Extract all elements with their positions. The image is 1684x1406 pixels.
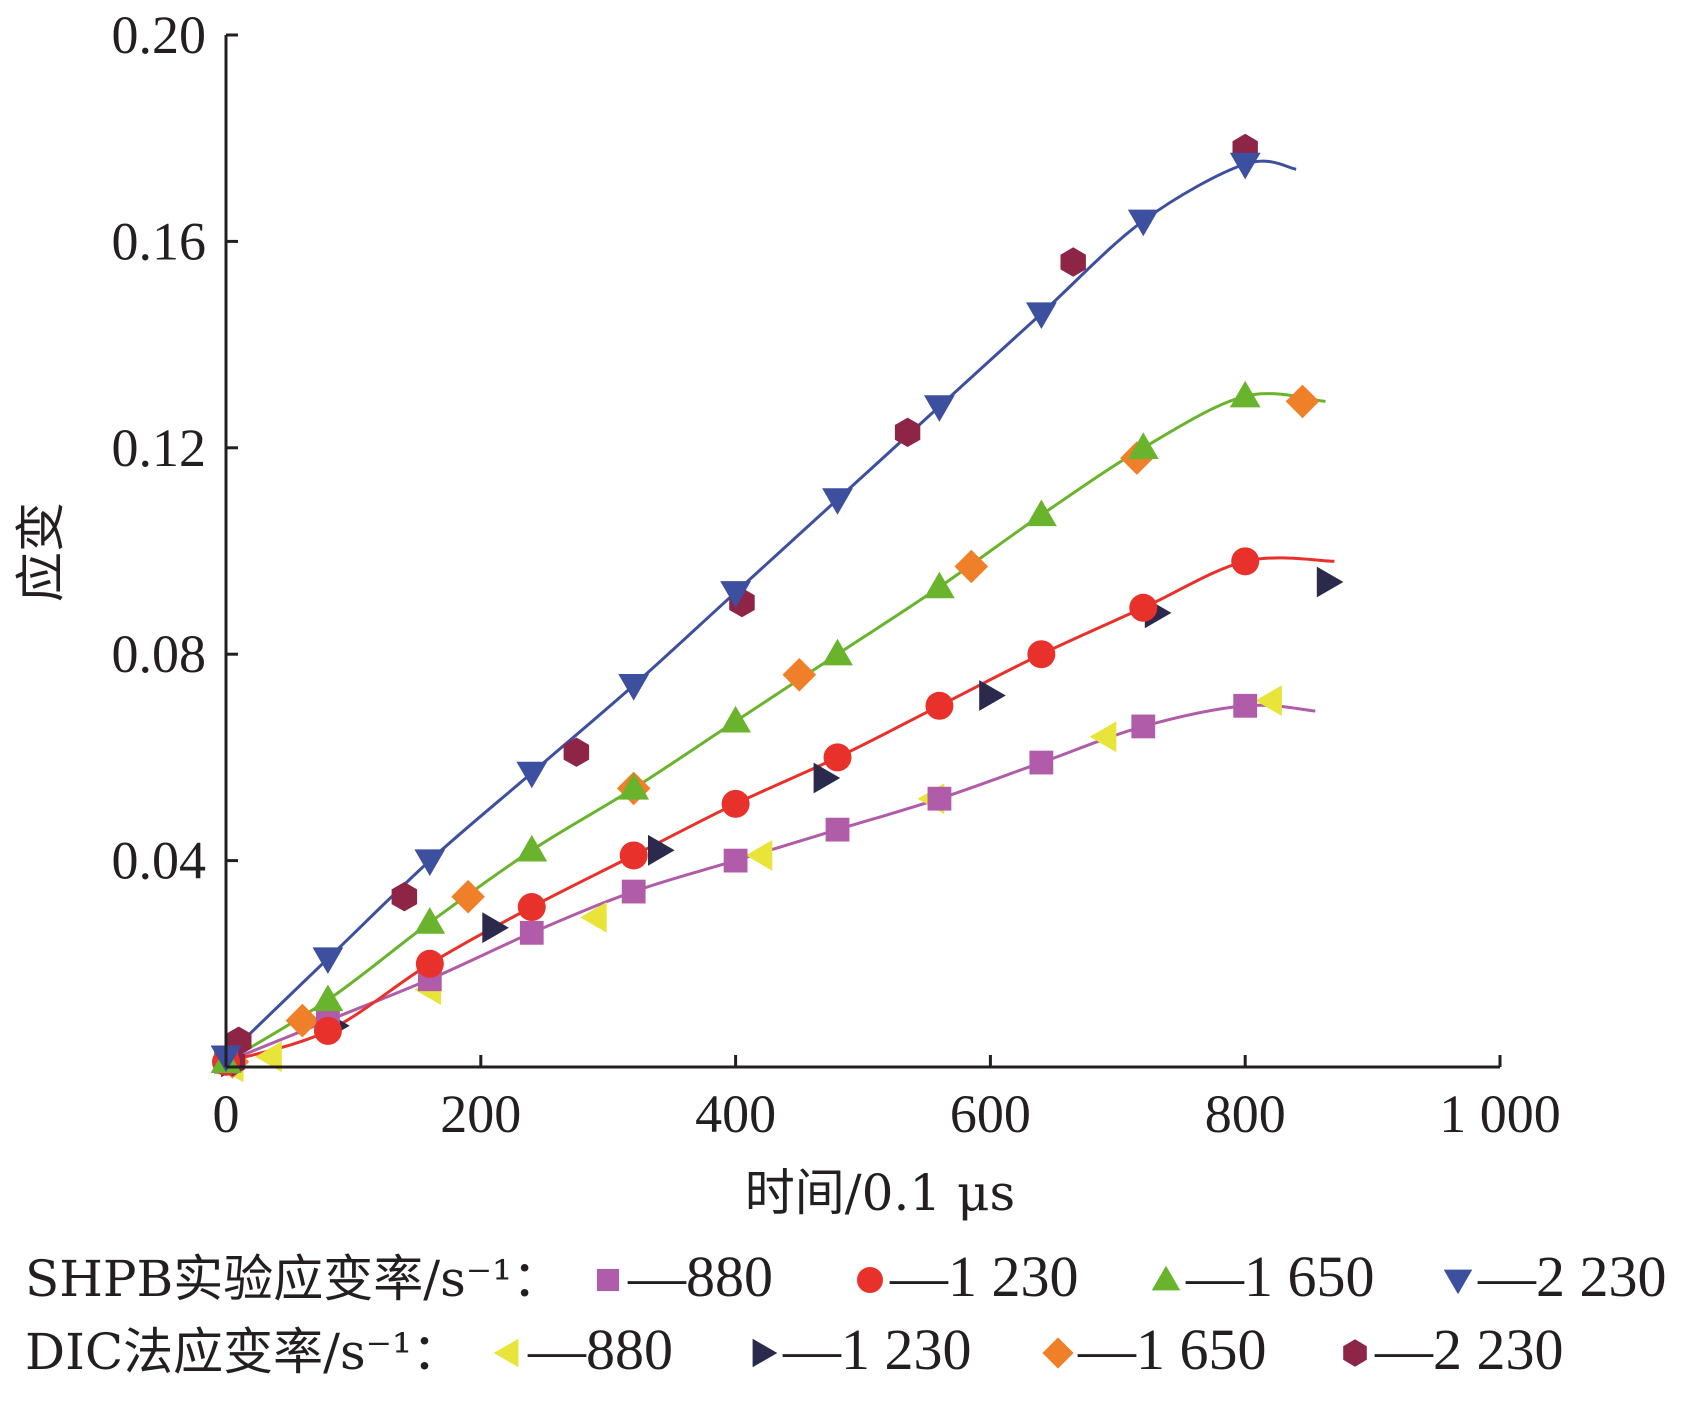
point-shpb_1650 <box>618 773 650 800</box>
curve-shpb_1650 <box>225 392 1326 1064</box>
point-shpb_880 <box>825 817 850 842</box>
legend-marker-dic_880 <box>493 1338 519 1368</box>
y-tick-label: 0.04 <box>112 831 207 891</box>
point-shpb_880 <box>1029 750 1054 775</box>
x-ticks: 0 200 400 600 800 1 000 <box>213 1055 1561 1144</box>
point-dic_1230 <box>482 912 509 944</box>
point-shpb_2230 <box>516 761 548 789</box>
curve-shpb_2230 <box>224 159 1297 1058</box>
x-tick-label: 600 <box>950 1084 1031 1144</box>
point-shpb_2230 <box>822 488 853 515</box>
legend-row-label: SHPB实验应变率/s⁻¹： <box>25 1250 562 1308</box>
legend-entry-label: —880 <box>627 1244 773 1309</box>
point-dic_880 <box>580 902 607 933</box>
point-shpb_1230 <box>1231 547 1260 576</box>
x-tick-label: 0 <box>213 1084 240 1144</box>
x-tick-label: 1 000 <box>1439 1084 1561 1144</box>
point-shpb_880 <box>927 786 952 811</box>
point-dic_2230 <box>894 417 921 447</box>
point-dic_1230 <box>648 834 675 866</box>
point-shpb_1230 <box>925 691 954 720</box>
point-shpb_880 <box>723 848 748 873</box>
point-shpb_1650 <box>924 571 955 599</box>
point-dic_1230 <box>979 680 1006 711</box>
legend: SHPB实验应变率/s⁻¹： —880 —1 230 —1 650 —2 230DIC法… <box>25 1244 1667 1382</box>
axes <box>224 35 1500 1069</box>
point-dic_880 <box>1255 685 1282 716</box>
legend-marker-shpb_880 <box>596 1268 620 1292</box>
y-tick-label: 0.12 <box>112 418 207 478</box>
x-tick-label: 200 <box>440 1084 521 1144</box>
y-axis-title: 应变 <box>12 502 70 602</box>
point-dic_1230 <box>1316 566 1344 598</box>
point-shpb_2230 <box>924 395 955 422</box>
legend-marker-dic_1650 <box>1042 1337 1074 1369</box>
point-dic_1650 <box>954 549 989 584</box>
point-dic_1650 <box>285 1003 320 1038</box>
point-dic_1650 <box>451 879 485 914</box>
point-dic_2230 <box>1060 247 1086 277</box>
point-shpb_2230 <box>414 849 446 876</box>
point-dic_2230 <box>391 882 418 912</box>
y-tick-label: 0.16 <box>112 211 207 271</box>
legend-entry-label: —1 650 <box>1185 1244 1375 1309</box>
x-axis-title: 时间/0.1 μs <box>745 1164 1015 1222</box>
point-shpb_2230 <box>618 674 650 701</box>
legend-entry-label: —2 230 <box>1374 1317 1564 1382</box>
point-shpb_2230 <box>1229 152 1261 180</box>
legend-entry-label: —1 230 <box>889 1244 1079 1309</box>
point-dic_1230 <box>813 762 841 794</box>
point-shpb_2230 <box>1127 209 1159 237</box>
point-shpb_880 <box>519 920 544 945</box>
point-dic_880 <box>1089 721 1117 753</box>
point-shpb_1650 <box>1026 499 1057 527</box>
point-dic_880 <box>745 840 773 871</box>
point-shpb_1230 <box>721 789 750 818</box>
legend-marker-shpb_1230 <box>857 1267 883 1293</box>
y-tick-label: 0.08 <box>112 624 207 684</box>
y-tick-label: 0.20 <box>112 5 207 65</box>
y-ticks: 0.04 0.08 0.12 0.16 0.20 <box>112 5 238 891</box>
legend-row-label: DIC法应变率/s⁻¹： <box>25 1323 462 1381</box>
point-shpb_1230 <box>517 893 546 922</box>
point-dic_2230 <box>563 737 590 767</box>
data-markers <box>210 133 1344 1083</box>
point-shpb_1650 <box>1229 380 1261 408</box>
curve-shpb_880 <box>225 703 1316 1064</box>
point-shpb_1650 <box>1127 432 1159 459</box>
point-shpb_1650 <box>516 834 548 862</box>
point-shpb_1650 <box>312 984 344 1012</box>
legend-marker-dic_2230 <box>1343 1339 1367 1367</box>
curve-shpb_1230 <box>225 556 1335 1064</box>
point-shpb_2230 <box>312 947 344 974</box>
legend-marker-shpb_2230 <box>1443 1269 1473 1295</box>
point-shpb_1230 <box>823 743 852 772</box>
legend-marker-dic_1230 <box>752 1338 778 1368</box>
point-shpb_1650 <box>720 705 751 733</box>
point-shpb_880 <box>1233 693 1258 718</box>
point-dic_1650 <box>1285 384 1320 419</box>
point-shpb_2230 <box>1026 302 1057 329</box>
x-tick-label: 400 <box>695 1084 776 1144</box>
legend-entry-label: —2 230 <box>1477 1244 1667 1309</box>
legend-entry-label: —880 <box>527 1317 673 1382</box>
point-shpb_1650 <box>822 638 853 666</box>
point-dic_1650 <box>782 658 817 692</box>
point-dic_880 <box>255 1041 282 1073</box>
x-tick-label: 800 <box>1205 1084 1286 1144</box>
point-shpb_1230 <box>1129 593 1158 622</box>
legend-entry-label: —1 650 <box>1077 1317 1267 1382</box>
point-shpb_880 <box>1131 714 1156 739</box>
point-shpb_1230 <box>619 841 648 870</box>
point-shpb_2230 <box>720 581 751 608</box>
point-shpb_1230 <box>415 949 444 978</box>
point-shpb_1650 <box>414 907 446 934</box>
legend-marker-shpb_1650 <box>1151 1265 1181 1291</box>
legend-entry-label: —1 230 <box>782 1317 972 1382</box>
point-shpb_1230 <box>313 1016 342 1045</box>
point-shpb_1230 <box>1027 640 1056 669</box>
point-shpb_880 <box>621 879 646 904</box>
